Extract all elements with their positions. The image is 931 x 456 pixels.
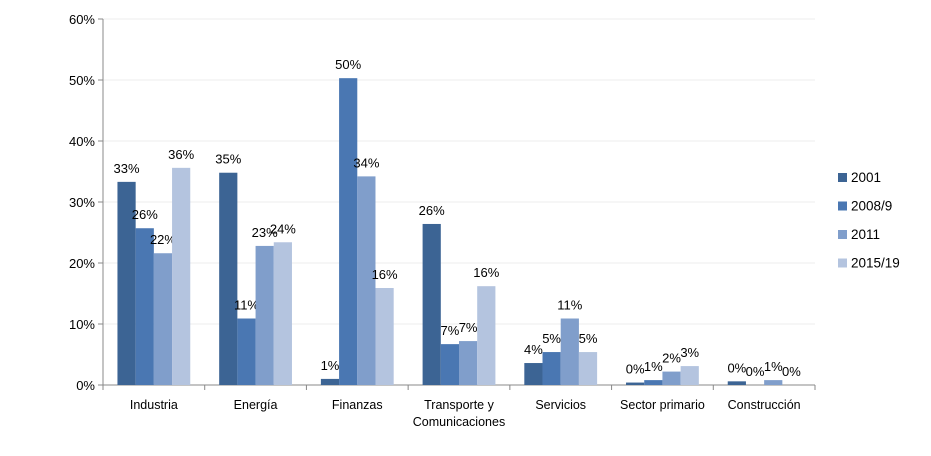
bar xyxy=(172,167,191,385)
data-label: 23% xyxy=(252,225,278,240)
legend-swatch xyxy=(838,173,847,182)
bar xyxy=(764,380,783,385)
data-label: 2% xyxy=(662,351,681,366)
y-tick-label: 50% xyxy=(69,73,95,88)
bar xyxy=(357,176,376,385)
x-tick-label: Finanzas xyxy=(332,398,383,412)
bar xyxy=(560,318,579,385)
data-label: 1% xyxy=(644,359,663,374)
data-label: 3% xyxy=(680,345,699,360)
y-tick-label: 0% xyxy=(76,378,95,393)
data-label: 4% xyxy=(524,342,543,357)
y-tick-label: 20% xyxy=(69,256,95,271)
bar xyxy=(644,380,663,385)
data-label: 1% xyxy=(764,359,783,374)
bar xyxy=(727,381,746,385)
legend-label: 2015/19 xyxy=(851,256,900,271)
data-label: 26% xyxy=(132,207,158,222)
data-label: 24% xyxy=(270,221,296,236)
bar xyxy=(339,78,358,386)
bar xyxy=(375,288,394,385)
bar xyxy=(662,371,681,385)
bar xyxy=(542,352,561,385)
x-tick-label: Sector primario xyxy=(620,398,705,412)
data-label: 26% xyxy=(419,203,445,218)
x-tick-label: Servicios xyxy=(535,398,586,412)
x-tick-label: Transporte y xyxy=(424,398,494,412)
data-label: 7% xyxy=(441,323,460,338)
bar xyxy=(440,344,459,385)
data-label: 33% xyxy=(114,161,140,176)
bar xyxy=(219,172,238,385)
bar xyxy=(578,352,598,385)
legend-label: 2008/9 xyxy=(851,199,892,214)
data-label: 50% xyxy=(335,57,361,72)
bar xyxy=(320,378,340,385)
bar xyxy=(626,382,645,385)
data-label: 0% xyxy=(626,362,645,377)
bar xyxy=(477,286,496,385)
bar xyxy=(273,242,292,385)
data-label: 34% xyxy=(353,155,379,170)
legend-swatch xyxy=(838,230,847,239)
data-label: 22% xyxy=(150,232,176,247)
x-tick-label: Industria xyxy=(130,398,178,412)
data-label: 0% xyxy=(746,364,765,379)
data-label: 35% xyxy=(215,152,241,167)
x-tick-label: Construcción xyxy=(728,398,801,412)
bar xyxy=(459,341,478,385)
legend-label: 2011 xyxy=(851,227,880,242)
data-label: 16% xyxy=(372,267,398,282)
bar xyxy=(237,318,256,385)
legend-label: 2001 xyxy=(851,170,881,185)
data-label: 0% xyxy=(782,364,801,379)
data-label: 16% xyxy=(473,265,499,280)
legend-swatch xyxy=(838,258,847,268)
bar xyxy=(680,366,699,385)
x-tick-label: Energía xyxy=(234,398,278,412)
bar xyxy=(153,253,173,385)
data-label: 11% xyxy=(557,298,582,313)
data-label: 5% xyxy=(542,331,561,346)
data-label: 5% xyxy=(579,331,598,346)
data-label: 7% xyxy=(459,320,478,335)
bar xyxy=(422,223,441,385)
y-tick-label: 40% xyxy=(69,134,95,149)
bar xyxy=(117,181,136,385)
data-label: 1% xyxy=(321,358,340,373)
data-label: 36% xyxy=(168,147,194,162)
data-label: 0% xyxy=(727,360,746,375)
data-label: 11% xyxy=(234,298,259,313)
y-tick-label: 30% xyxy=(69,195,95,210)
y-tick-label: 10% xyxy=(69,317,95,332)
y-tick-label: 60% xyxy=(69,12,95,27)
bar xyxy=(255,245,274,385)
legend-swatch xyxy=(838,201,847,211)
bar xyxy=(135,228,154,385)
x-tick-label: Comunicaciones xyxy=(413,415,505,429)
bar xyxy=(524,363,543,385)
